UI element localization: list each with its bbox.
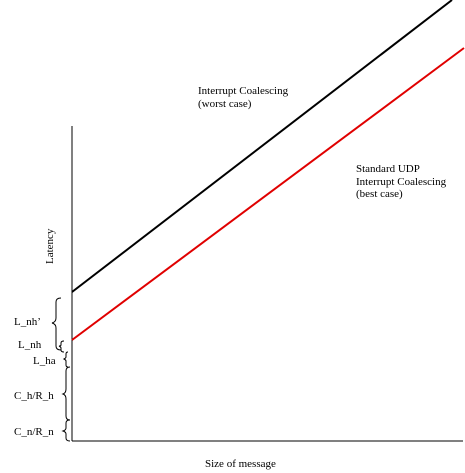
brace-label-c-h: C_h/R_h: [14, 390, 54, 402]
label-best-case-line3: (best case): [356, 188, 403, 200]
brace-label-l-ha: L_ha: [33, 355, 56, 367]
line-worst-case: [71, 0, 453, 293]
y-axis-label: Latency: [44, 228, 56, 264]
brace-c-h: [61, 366, 71, 421]
brace-label-l-nh: L_nh: [18, 339, 42, 351]
label-worst-case-line2: (worst case): [198, 98, 252, 110]
label-worst-case-line1: Interrupt Coalescing: [198, 85, 289, 97]
x-axis-label: Size of message: [205, 458, 276, 470]
label-best-case-line2: Interrupt Coalescing: [356, 176, 447, 188]
label-best-case-line1: Standard UDP: [356, 163, 420, 175]
brace-l-nh: [58, 340, 65, 353]
brace-label-l-nh-prime: L_nh’: [14, 316, 41, 328]
brace-c-n: [61, 419, 71, 442]
brace-label-c-n: C_n/R_n: [14, 426, 54, 438]
brace-l-ha: [62, 351, 69, 368]
line-best-case: [71, 47, 465, 341]
brace-l-nh-prime: [51, 297, 62, 351]
